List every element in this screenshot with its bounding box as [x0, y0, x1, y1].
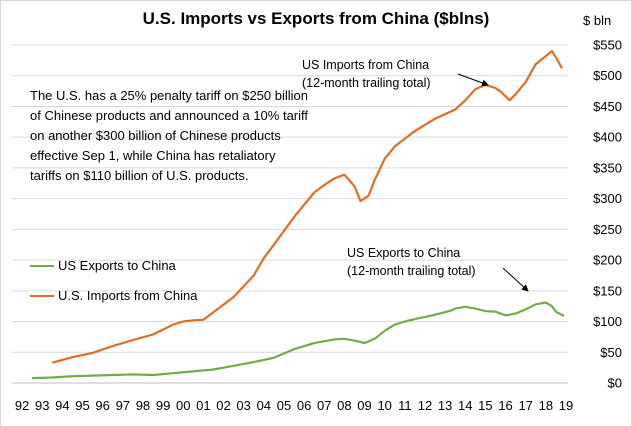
imports-label-line2: (12-month trailing total): [302, 76, 431, 90]
x-tick-label: 97: [116, 398, 130, 413]
x-tick-label: 93: [35, 398, 49, 413]
y-tick-label: $450: [593, 99, 622, 114]
x-tick-label: 96: [95, 398, 109, 413]
x-tick-label: 03: [236, 398, 250, 413]
legend-swatch-exports: [30, 264, 54, 267]
series-lines: [32, 50, 565, 380]
x-tick-label: 13: [438, 398, 452, 413]
x-tick-label: 00: [176, 398, 190, 413]
x-tick-label: 02: [216, 398, 230, 413]
y-tick-label: $500: [593, 68, 622, 83]
chart-title: U.S. Imports vs Exports from China ($bln…: [142, 9, 490, 28]
imports-annotation-arrow: [457, 73, 489, 87]
x-tick-label: 01: [196, 398, 210, 413]
x-axis-ticks: 92 93 94 95 96 97 98 99 00 01 02 03 04 05 06 07 08 09 10 11…: [15, 398, 573, 413]
x-tick-label: 07: [317, 398, 331, 413]
x-tick-label: 18: [539, 398, 553, 413]
x-tick-label: 10: [377, 398, 391, 413]
y-tick-label: $50: [600, 345, 622, 360]
exports-label-line1: US Exports to China: [347, 246, 461, 260]
imports-series-line: [52, 50, 563, 364]
x-tick-label: 92: [15, 398, 29, 413]
x-tick-label: 09: [357, 398, 371, 413]
x-tick-label: 12: [418, 398, 432, 413]
x-tick-label: 94: [55, 398, 69, 413]
y-tick-label: $150: [593, 283, 622, 298]
x-tick-label: 19: [559, 398, 573, 413]
y-tick-label: $0: [608, 376, 622, 391]
legend-label-exports: US Exports to China: [58, 258, 176, 273]
x-tick-label: 06: [297, 398, 311, 413]
exports-series-label: US Exports to China (12-month trailing t…: [347, 244, 476, 280]
legend-item-exports: US Exports to China: [30, 258, 176, 273]
legend-swatch-imports: [30, 294, 54, 297]
y-tick-label: $350: [593, 160, 622, 175]
x-tick-label: 14: [458, 398, 472, 413]
y-tick-label: $300: [593, 191, 622, 206]
y-axis-ticks: $0 $50 $100 $150 $200 $250 $300 $350 $400 $450 $50…: [593, 38, 622, 391]
x-tick-label: 11: [398, 398, 412, 413]
x-tick-label: 04: [257, 398, 271, 413]
exports-series-line: [32, 301, 565, 380]
legend-item-imports: U.S. Imports from China: [30, 288, 197, 303]
y-tick-label: $400: [593, 130, 622, 145]
x-tick-label: 08: [337, 398, 351, 413]
gridlines: [12, 44, 568, 384]
annotation-arrows: [457, 73, 529, 292]
imports-series-label: US Imports from China (12-month trailing…: [302, 56, 431, 92]
legend-label-imports: U.S. Imports from China: [58, 288, 198, 303]
x-tick-label: 17: [518, 398, 532, 413]
x-tick-label: 16: [498, 398, 512, 413]
exports-label-line2: (12-month trailing total): [347, 264, 476, 278]
x-tick-label: 99: [156, 398, 170, 413]
y-axis-unit-label: $ bln: [583, 13, 612, 28]
x-tick-label: 98: [136, 398, 150, 413]
x-tick-label: 05: [277, 398, 291, 413]
tariff-annotation: The U.S. has a 25% penalty tariff on $25…: [30, 88, 309, 183]
y-tick-label: $100: [593, 314, 622, 329]
y-tick-label: $550: [593, 38, 622, 53]
y-tick-label: $200: [593, 253, 622, 268]
x-tick-label: 15: [478, 398, 492, 413]
x-tick-label: 95: [75, 398, 89, 413]
y-tick-label: $250: [593, 222, 622, 237]
imports-label-line1: US Imports from China: [302, 58, 430, 72]
exports-annotation-arrow: [502, 267, 529, 292]
